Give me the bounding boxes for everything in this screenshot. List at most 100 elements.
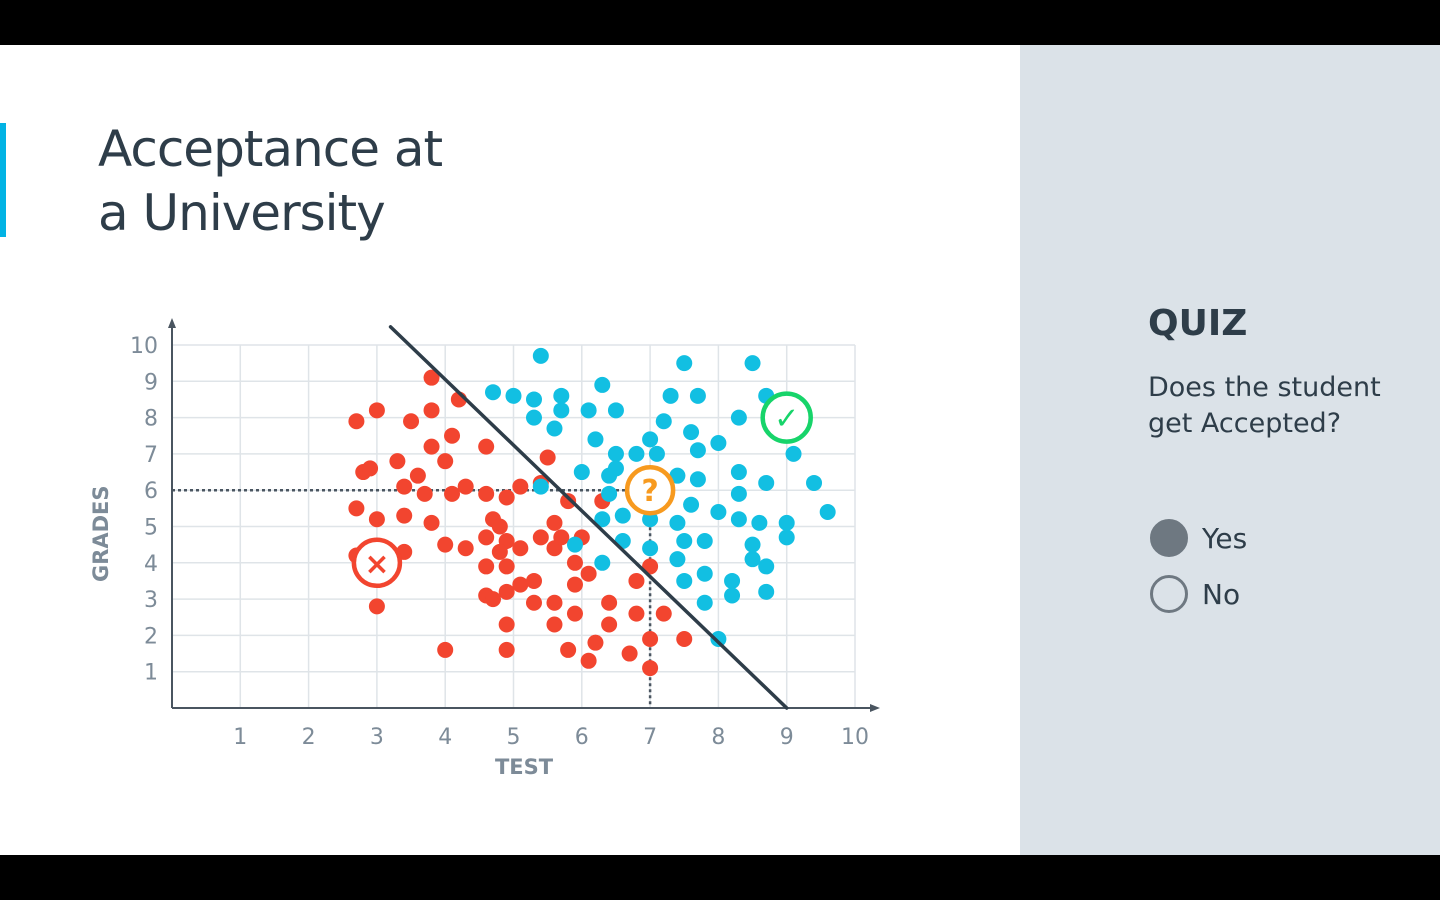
rejected-point: [389, 453, 406, 470]
accepted-point: [669, 514, 686, 531]
accepted-point: [607, 460, 624, 477]
rejected-point: [676, 631, 693, 648]
y-tick-label: 7: [144, 443, 158, 468]
rejected-point: [642, 631, 659, 648]
quiz-panel: QUIZ Does the student get Accepted? Yes …: [1020, 45, 1440, 855]
title-accent-bar: [0, 123, 6, 237]
accepted-point: [758, 558, 775, 575]
rejected-point: [566, 554, 583, 571]
accepted-point: [806, 474, 823, 491]
rejected-point: [587, 634, 604, 651]
rejected-point: [423, 369, 440, 386]
x-tick-label: 6: [575, 725, 589, 750]
accepted-point: [607, 402, 624, 419]
accepted-point: [676, 572, 693, 589]
slide-title: Acceptance at a University: [98, 117, 798, 245]
accepted-point: [566, 536, 583, 553]
accepted-point: [730, 485, 747, 502]
rejected-point: [396, 507, 413, 524]
accepted-point: [669, 467, 686, 484]
accepted-point: [710, 631, 727, 648]
rejected-point: [368, 598, 385, 615]
accepted-point: [689, 387, 706, 404]
rejected-point: [498, 616, 515, 633]
accepted-point: [485, 384, 502, 401]
rejected-point: [628, 605, 645, 622]
rejected-point: [560, 493, 577, 510]
accepted-point: [594, 554, 611, 571]
accepted-point: [778, 529, 795, 546]
decision-boundary: [388, 325, 789, 710]
slide-title-line-2: a University: [98, 184, 386, 242]
x-tick-label: 7: [643, 725, 657, 750]
accepted-point: [744, 551, 761, 568]
accepted-point: [628, 445, 645, 462]
y-tick-label: 10: [130, 334, 158, 359]
rejected-point: [423, 514, 440, 531]
accepted-point: [758, 583, 775, 600]
rejected-point: [532, 529, 549, 546]
x-axis-arrow: [870, 704, 880, 712]
rejected-point: [457, 540, 474, 557]
boundary-line: [388, 325, 789, 710]
accepted-point: [655, 413, 672, 430]
accepted-point: [676, 533, 693, 550]
radio-yes[interactable]: [1150, 519, 1188, 557]
rejected-point: [580, 565, 597, 582]
rejected-point: [416, 485, 433, 502]
rejected-point: [566, 576, 583, 593]
accepted-point: [553, 402, 570, 419]
rejected-point: [348, 500, 365, 517]
accepted-point: [662, 387, 679, 404]
chart-axes: [168, 318, 880, 712]
quiz-question: Does the student get Accepted?: [1148, 372, 1381, 439]
y-tick-label: 9: [144, 370, 158, 395]
y-tick-label: 2: [144, 624, 158, 649]
x-tick-label: 2: [302, 725, 316, 750]
rejected-point: [491, 518, 508, 535]
accepted-point: [614, 507, 631, 524]
accepted-point: [730, 464, 747, 481]
quiz-heading: QUIZ: [1148, 303, 1248, 344]
quiz-option-no[interactable]: No: [1150, 575, 1240, 613]
accepted-point: [594, 376, 611, 393]
accepted-point: [607, 445, 624, 462]
accepted-point: [676, 355, 693, 372]
accepted-point: [683, 424, 700, 441]
accepted-point: [648, 445, 665, 462]
rejected-point: [512, 576, 529, 593]
rejected-point: [553, 529, 570, 546]
rejected-point: [478, 438, 495, 455]
accepted-point: [744, 536, 761, 553]
quiz-option-yes[interactable]: Yes: [1150, 519, 1247, 557]
letterbox-bottom: [0, 855, 1440, 900]
scatter-chart: 1 2 3 4 5 6 7 8 9 10 1 2 3 4 5 6 7 8 9 10 ? × ✓ TEST GRADES: [89, 318, 880, 779]
rejected-point: [621, 645, 638, 662]
y-tick-label: 4: [144, 552, 158, 577]
radio-no[interactable]: [1150, 575, 1188, 613]
accepted-point: [730, 511, 747, 528]
x-tick-label: 1: [233, 725, 247, 750]
accepted-point: [819, 503, 836, 520]
y-tick-label: 8: [144, 407, 158, 432]
rejected-point: [485, 591, 502, 608]
letterbox-top: [0, 0, 1440, 45]
y-tick-label: 3: [144, 588, 158, 613]
accepted-point: [532, 347, 549, 364]
rejected-point: [498, 489, 515, 506]
rejected-point: [478, 558, 495, 575]
rejected-point: [539, 449, 556, 466]
accepted-point: [525, 409, 542, 426]
y-tick-label: 5: [144, 516, 158, 541]
accepted-point: [594, 511, 611, 528]
accepted-point: [744, 355, 761, 372]
accepted-point: [642, 540, 659, 557]
rejected-point: [566, 605, 583, 622]
rejected-point: [498, 558, 515, 575]
rejected-point: [423, 438, 440, 455]
rejected-point: [457, 478, 474, 495]
rejected-point: [478, 529, 495, 546]
accepted-point: [689, 471, 706, 488]
rejected-point: [498, 583, 515, 600]
accepted-point: [573, 464, 590, 481]
